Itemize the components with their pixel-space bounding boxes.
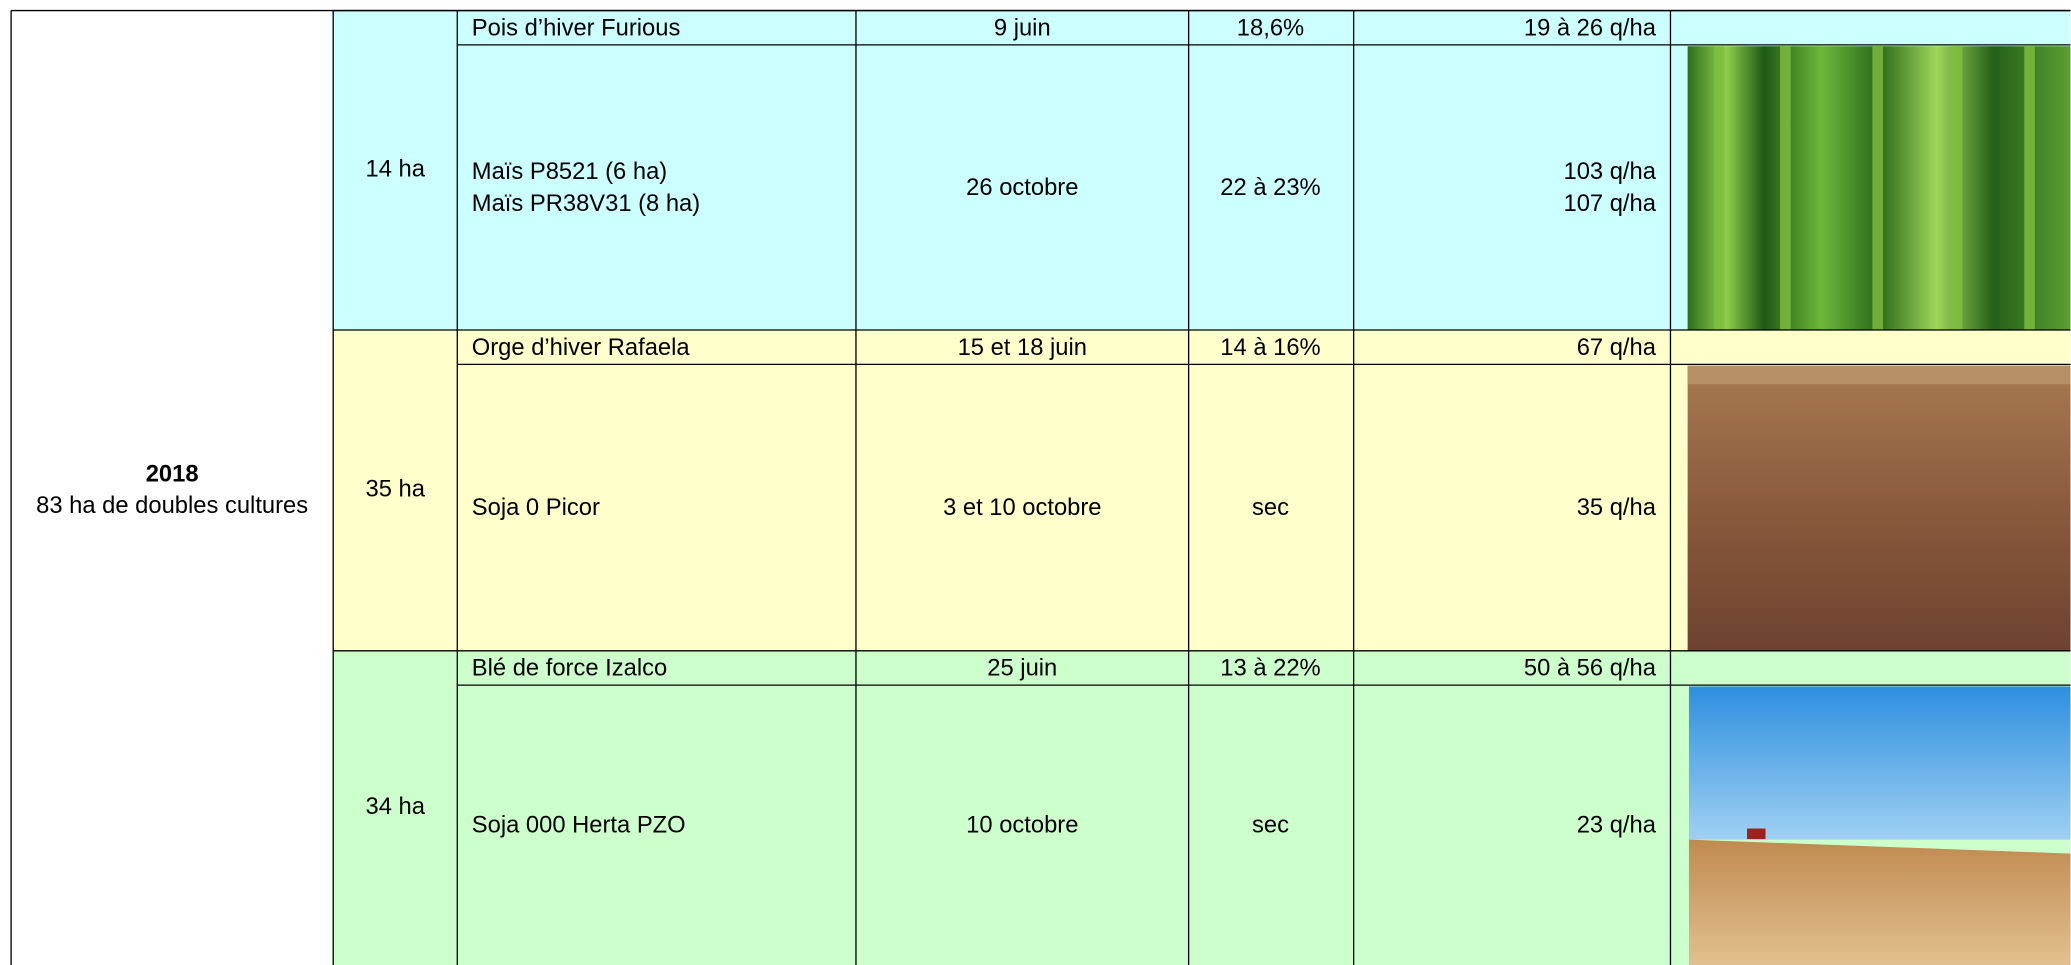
date: 15 et 18 juin xyxy=(958,334,1087,361)
stalk xyxy=(1872,46,1883,330)
summary-cell xyxy=(11,11,333,965)
yield: 103 q/ha xyxy=(1563,158,1656,185)
summary-caption: 83 ha de doubles cultures xyxy=(36,492,308,519)
photo-field xyxy=(1689,840,2071,965)
humidity: 18,6% xyxy=(1237,14,1304,41)
crop: Orge d’hiver Rafaela xyxy=(472,334,691,361)
area: 35 ha xyxy=(366,476,426,503)
yield: 19 à 26 q/ha xyxy=(1524,14,1657,41)
yield: 50 à 56 q/ha xyxy=(1524,655,1657,682)
stalk xyxy=(2024,46,2035,330)
year: 2018 xyxy=(146,461,199,488)
date: 10 octobre xyxy=(966,812,1078,839)
date: 26 octobre xyxy=(966,174,1078,201)
stalk xyxy=(1780,46,1791,330)
date: 3 et 10 octobre xyxy=(943,494,1101,521)
yield: 67 q/ha xyxy=(1577,334,1657,361)
crop: Maïs P8521 (6 ha) xyxy=(472,158,667,185)
humidity: sec xyxy=(1252,812,1289,839)
harvester xyxy=(1747,829,1765,840)
crop: Soja 0 Picor xyxy=(472,494,600,521)
crop: Blé de force Izalco xyxy=(472,655,667,682)
stalk xyxy=(1952,46,1963,330)
humidity: 13 à 22% xyxy=(1220,655,1320,682)
crop: Maïs PR38V31 (8 ha) xyxy=(472,190,700,217)
crop: Pois d’hiver Furious xyxy=(472,14,681,41)
area: 34 ha xyxy=(366,793,426,820)
humidity: sec xyxy=(1252,494,1289,521)
date: 9 juin xyxy=(994,14,1051,41)
humidity: 22 à 23% xyxy=(1220,174,1320,201)
photo xyxy=(1688,366,2071,651)
yield: 107 q/ha xyxy=(1563,190,1656,217)
yield: 23 q/ha xyxy=(1577,812,1657,839)
photo-sky xyxy=(1689,686,2071,839)
stalk xyxy=(1714,46,1725,330)
date: 25 juin xyxy=(987,655,1057,682)
crop-table: 2018 83 ha de doubles cultures 14 ha Pois… xyxy=(0,0,2071,965)
horizon xyxy=(1688,366,2071,384)
crop: Soja 000 Herta PZO xyxy=(472,812,686,839)
yield: 35 q/ha xyxy=(1577,494,1657,521)
humidity: 14 à 16% xyxy=(1220,334,1320,361)
area: 14 ha xyxy=(366,156,426,183)
